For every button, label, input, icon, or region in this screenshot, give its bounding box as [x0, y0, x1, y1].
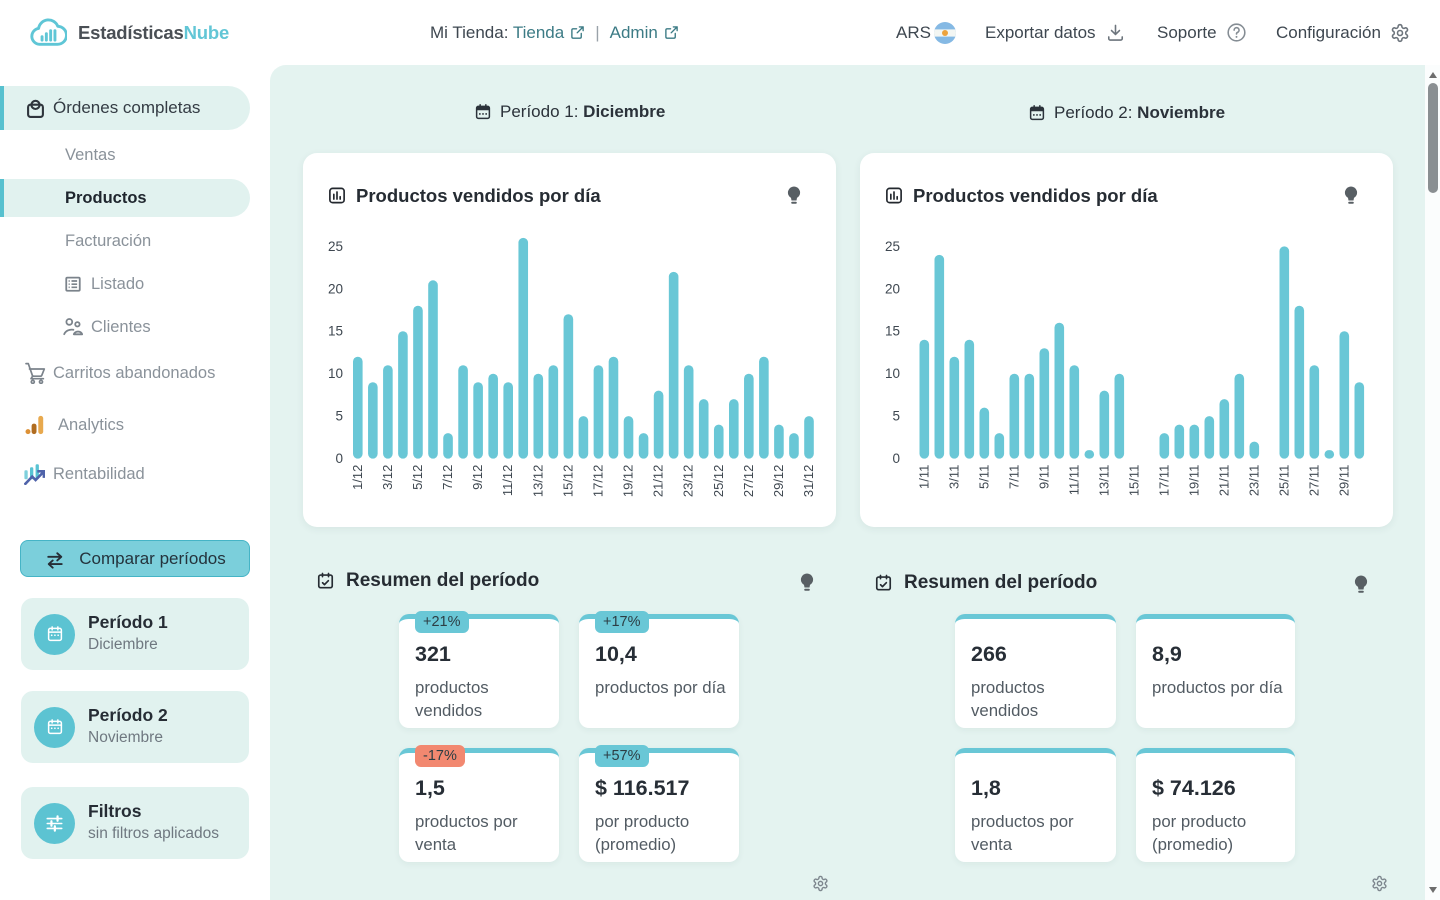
svg-text:23/12: 23/12: [681, 465, 696, 498]
svg-text:20: 20: [885, 281, 900, 296]
svg-text:10: 10: [885, 366, 900, 381]
svg-text:25/11: 25/11: [1276, 465, 1291, 497]
svg-text:9/11: 9/11: [1036, 465, 1051, 489]
svg-text:5: 5: [335, 409, 343, 424]
svg-text:10: 10: [328, 366, 343, 381]
svg-text:1/12: 1/12: [350, 465, 365, 490]
svg-text:19/11: 19/11: [1186, 465, 1201, 497]
svg-text:3/12: 3/12: [380, 465, 395, 490]
svg-text:15: 15: [328, 324, 343, 339]
svg-text:15: 15: [885, 324, 900, 339]
svg-text:15/11: 15/11: [1126, 465, 1141, 497]
svg-text:15/12: 15/12: [560, 465, 575, 498]
svg-text:27/11: 27/11: [1306, 465, 1321, 497]
svg-text:27/12: 27/12: [741, 465, 756, 498]
svg-text:19/12: 19/12: [621, 465, 636, 498]
svg-text:25: 25: [328, 239, 343, 254]
svg-text:13/12: 13/12: [530, 465, 545, 498]
svg-text:29/11: 29/11: [1336, 465, 1351, 497]
svg-text:13/11: 13/11: [1096, 465, 1111, 497]
svg-text:7/11: 7/11: [1006, 465, 1021, 489]
svg-text:0: 0: [892, 451, 900, 466]
svg-text:5/12: 5/12: [410, 465, 425, 490]
svg-text:20: 20: [328, 281, 343, 296]
svg-text:23/11: 23/11: [1246, 465, 1261, 497]
svg-text:5: 5: [892, 409, 900, 424]
svg-text:21/12: 21/12: [651, 465, 666, 498]
svg-text:31/12: 31/12: [801, 465, 816, 498]
svg-text:25: 25: [885, 239, 900, 254]
svg-text:29/12: 29/12: [771, 465, 786, 498]
svg-text:7/12: 7/12: [440, 465, 455, 490]
svg-text:11/11: 11/11: [1066, 465, 1081, 496]
svg-text:1/11: 1/11: [916, 465, 931, 489]
svg-text:5/11: 5/11: [976, 465, 991, 489]
svg-text:17/12: 17/12: [590, 465, 605, 498]
svg-text:21/11: 21/11: [1216, 465, 1231, 497]
svg-text:17/11: 17/11: [1156, 465, 1171, 497]
svg-text:11/12: 11/12: [500, 465, 515, 497]
svg-text:9/12: 9/12: [470, 465, 485, 490]
svg-text:0: 0: [335, 451, 343, 466]
svg-text:3/11: 3/11: [946, 465, 961, 489]
svg-text:25/12: 25/12: [711, 465, 726, 498]
